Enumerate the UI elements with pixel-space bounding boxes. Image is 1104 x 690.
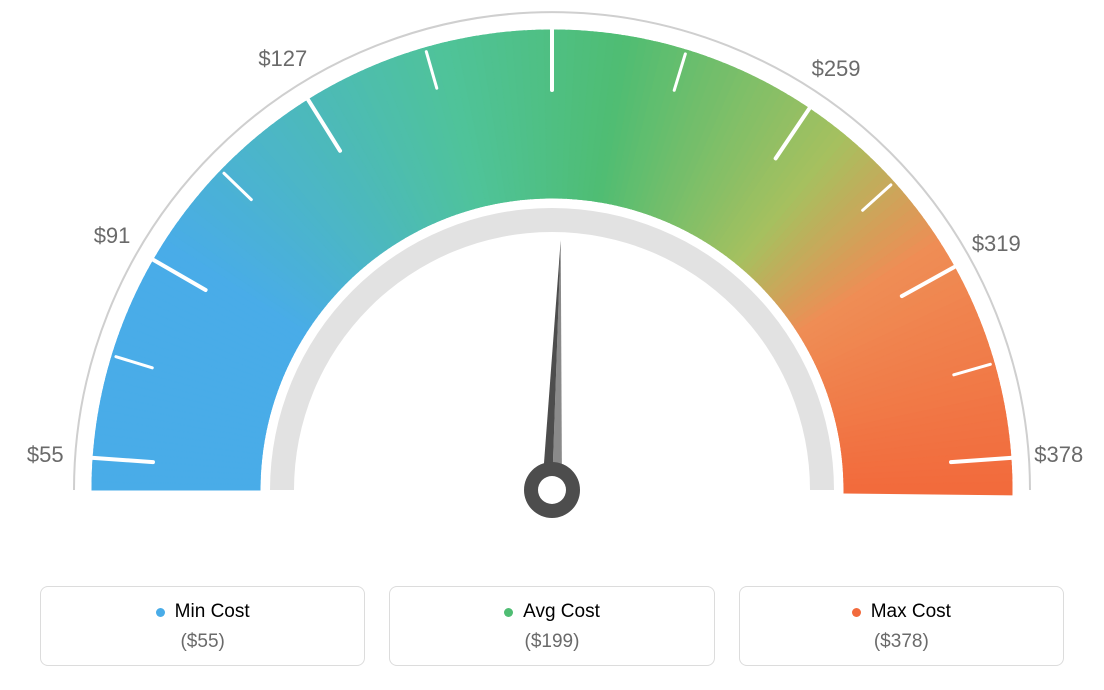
- gauge-tick-label: $319: [972, 231, 1021, 257]
- legend-title-max: Max Cost: [852, 601, 951, 623]
- legend-title-avg: Avg Cost: [504, 601, 600, 623]
- gauge-tick-label: $127: [258, 46, 307, 72]
- legend-dot-avg: [504, 608, 513, 617]
- gauge-tick-label: $259: [812, 56, 861, 82]
- legend-card-avg: Avg Cost ($199): [389, 586, 714, 666]
- legend-dot-max: [852, 608, 861, 617]
- legend-value-min: ($55): [51, 631, 354, 653]
- legend-card-max: Max Cost ($378): [739, 586, 1064, 666]
- gauge-tick-label: $55: [27, 442, 64, 468]
- legend-value-avg: ($199): [400, 631, 703, 653]
- legend-row: Min Cost ($55) Avg Cost ($199) Max Cost …: [0, 586, 1104, 666]
- legend-dot-min: [156, 608, 165, 617]
- legend-label-max: Max Cost: [871, 601, 951, 623]
- gauge-tick-label: $378: [1034, 442, 1083, 468]
- legend-card-min: Min Cost ($55): [40, 586, 365, 666]
- legend-title-min: Min Cost: [156, 601, 250, 623]
- legend-value-max: ($378): [750, 631, 1053, 653]
- gauge-tick-label: $91: [94, 223, 131, 249]
- legend-label-avg: Avg Cost: [523, 601, 600, 623]
- gauge-svg: [0, 0, 1104, 560]
- legend-label-min: Min Cost: [175, 601, 250, 623]
- cost-gauge: $55$91$127$199$259$319$378: [0, 0, 1104, 560]
